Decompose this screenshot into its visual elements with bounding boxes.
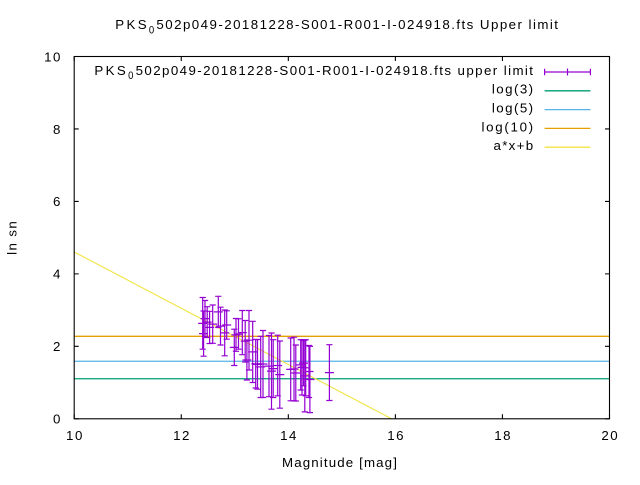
svg-text:log(10): log(10) [482,119,534,134]
svg-text:2: 2 [53,339,60,354]
svg-text:502p049-20181228-S001-R001-I-0: 502p049-20181228-S001-R001-I-024918.fts … [136,63,534,78]
svg-text:16: 16 [387,428,403,443]
svg-text:0: 0 [128,70,133,82]
svg-text:4: 4 [53,267,60,282]
svg-text:502p049-20181228-S001-R001-I-0: 502p049-20181228-S001-R001-I-024918.fts … [156,17,558,32]
svg-text:8: 8 [53,122,60,137]
svg-text:6: 6 [53,194,60,209]
svg-text:18: 18 [494,428,510,443]
svg-text:PKS: PKS [115,17,147,32]
svg-text:log(3): log(3) [492,82,533,97]
svg-text:14: 14 [280,428,296,443]
svg-text:10: 10 [44,49,60,64]
svg-text:0: 0 [149,24,154,36]
svg-text:0: 0 [53,412,60,427]
svg-text:ln sn: ln sn [5,221,20,255]
svg-text:10: 10 [66,428,82,443]
svg-text:PKS: PKS [94,63,126,78]
svg-text:12: 12 [173,428,189,443]
svg-text:a*x+b: a*x+b [494,138,534,153]
svg-text:20: 20 [601,428,617,443]
svg-text:Magnitude [mag]: Magnitude [mag] [282,455,397,470]
svg-text:log(5): log(5) [492,101,533,116]
